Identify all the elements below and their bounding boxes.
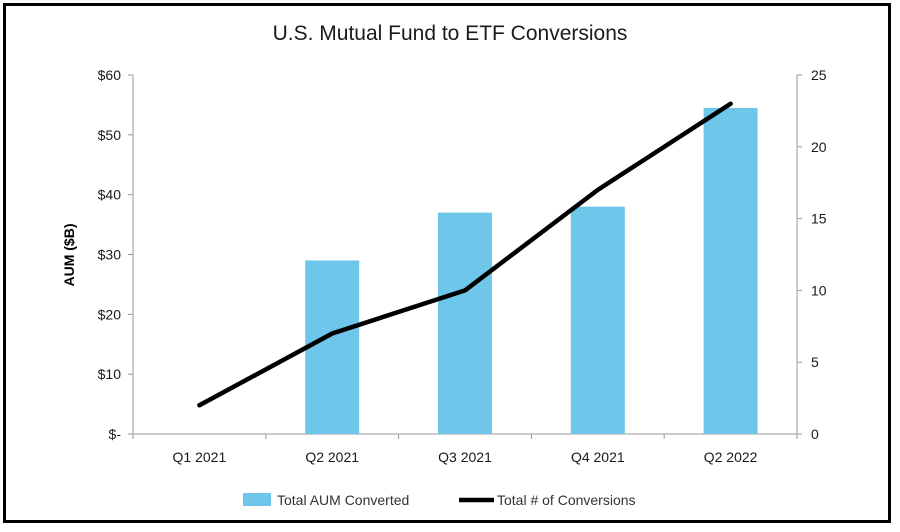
y2-tick-label: 15: [811, 211, 827, 227]
y-axis-title: AUM ($B): [61, 224, 77, 287]
x-tick-label: Q2 2022: [704, 449, 758, 465]
chart-title: U.S. Mutual Fund to ETF Conversions: [273, 22, 628, 45]
legend-bar-label: Total AUM Converted: [277, 492, 409, 508]
bar: [703, 107, 758, 435]
x-tick-label: Q3 2021: [438, 449, 492, 465]
x-tick-label: Q1 2021: [173, 449, 227, 465]
y2-tick-label: 25: [811, 67, 827, 83]
line-point: [197, 403, 202, 408]
line-point: [728, 101, 733, 106]
line-point: [330, 331, 335, 336]
tick-labels: $- $10 $20 $30 $40 $50 $60 0 5 10 15 20 25 Q1 2021 Q2 …: [98, 67, 827, 465]
legend-line-label: Total # of Conversions: [497, 492, 636, 508]
y-tick-label: $60: [98, 67, 122, 83]
line-point: [463, 288, 467, 293]
bar-series: [305, 107, 758, 435]
y-tick-label: $-: [109, 426, 122, 442]
y-tick-label: $40: [98, 187, 122, 203]
y2-tick-label: 10: [811, 282, 827, 298]
line-series: [197, 101, 733, 408]
y-tick-label: $50: [98, 127, 122, 143]
line-point: [595, 187, 600, 192]
legend: Total AUM Converted Total # of Conversion…: [243, 492, 636, 508]
x-tick-label: Q4 2021: [571, 449, 625, 465]
y2-tick-label: 20: [811, 139, 827, 155]
x-tick-label: Q2 2021: [305, 449, 359, 465]
bar: [305, 260, 360, 434]
legend-bar-swatch: [243, 493, 271, 506]
y-tick-label: $30: [98, 247, 122, 263]
y-tick-label: $20: [98, 306, 122, 322]
y2-tick-label: 5: [811, 354, 819, 370]
bar: [570, 206, 625, 434]
y2-tick-label: 0: [811, 426, 819, 442]
bar: [438, 212, 492, 434]
y-tick-label: $10: [98, 366, 122, 382]
